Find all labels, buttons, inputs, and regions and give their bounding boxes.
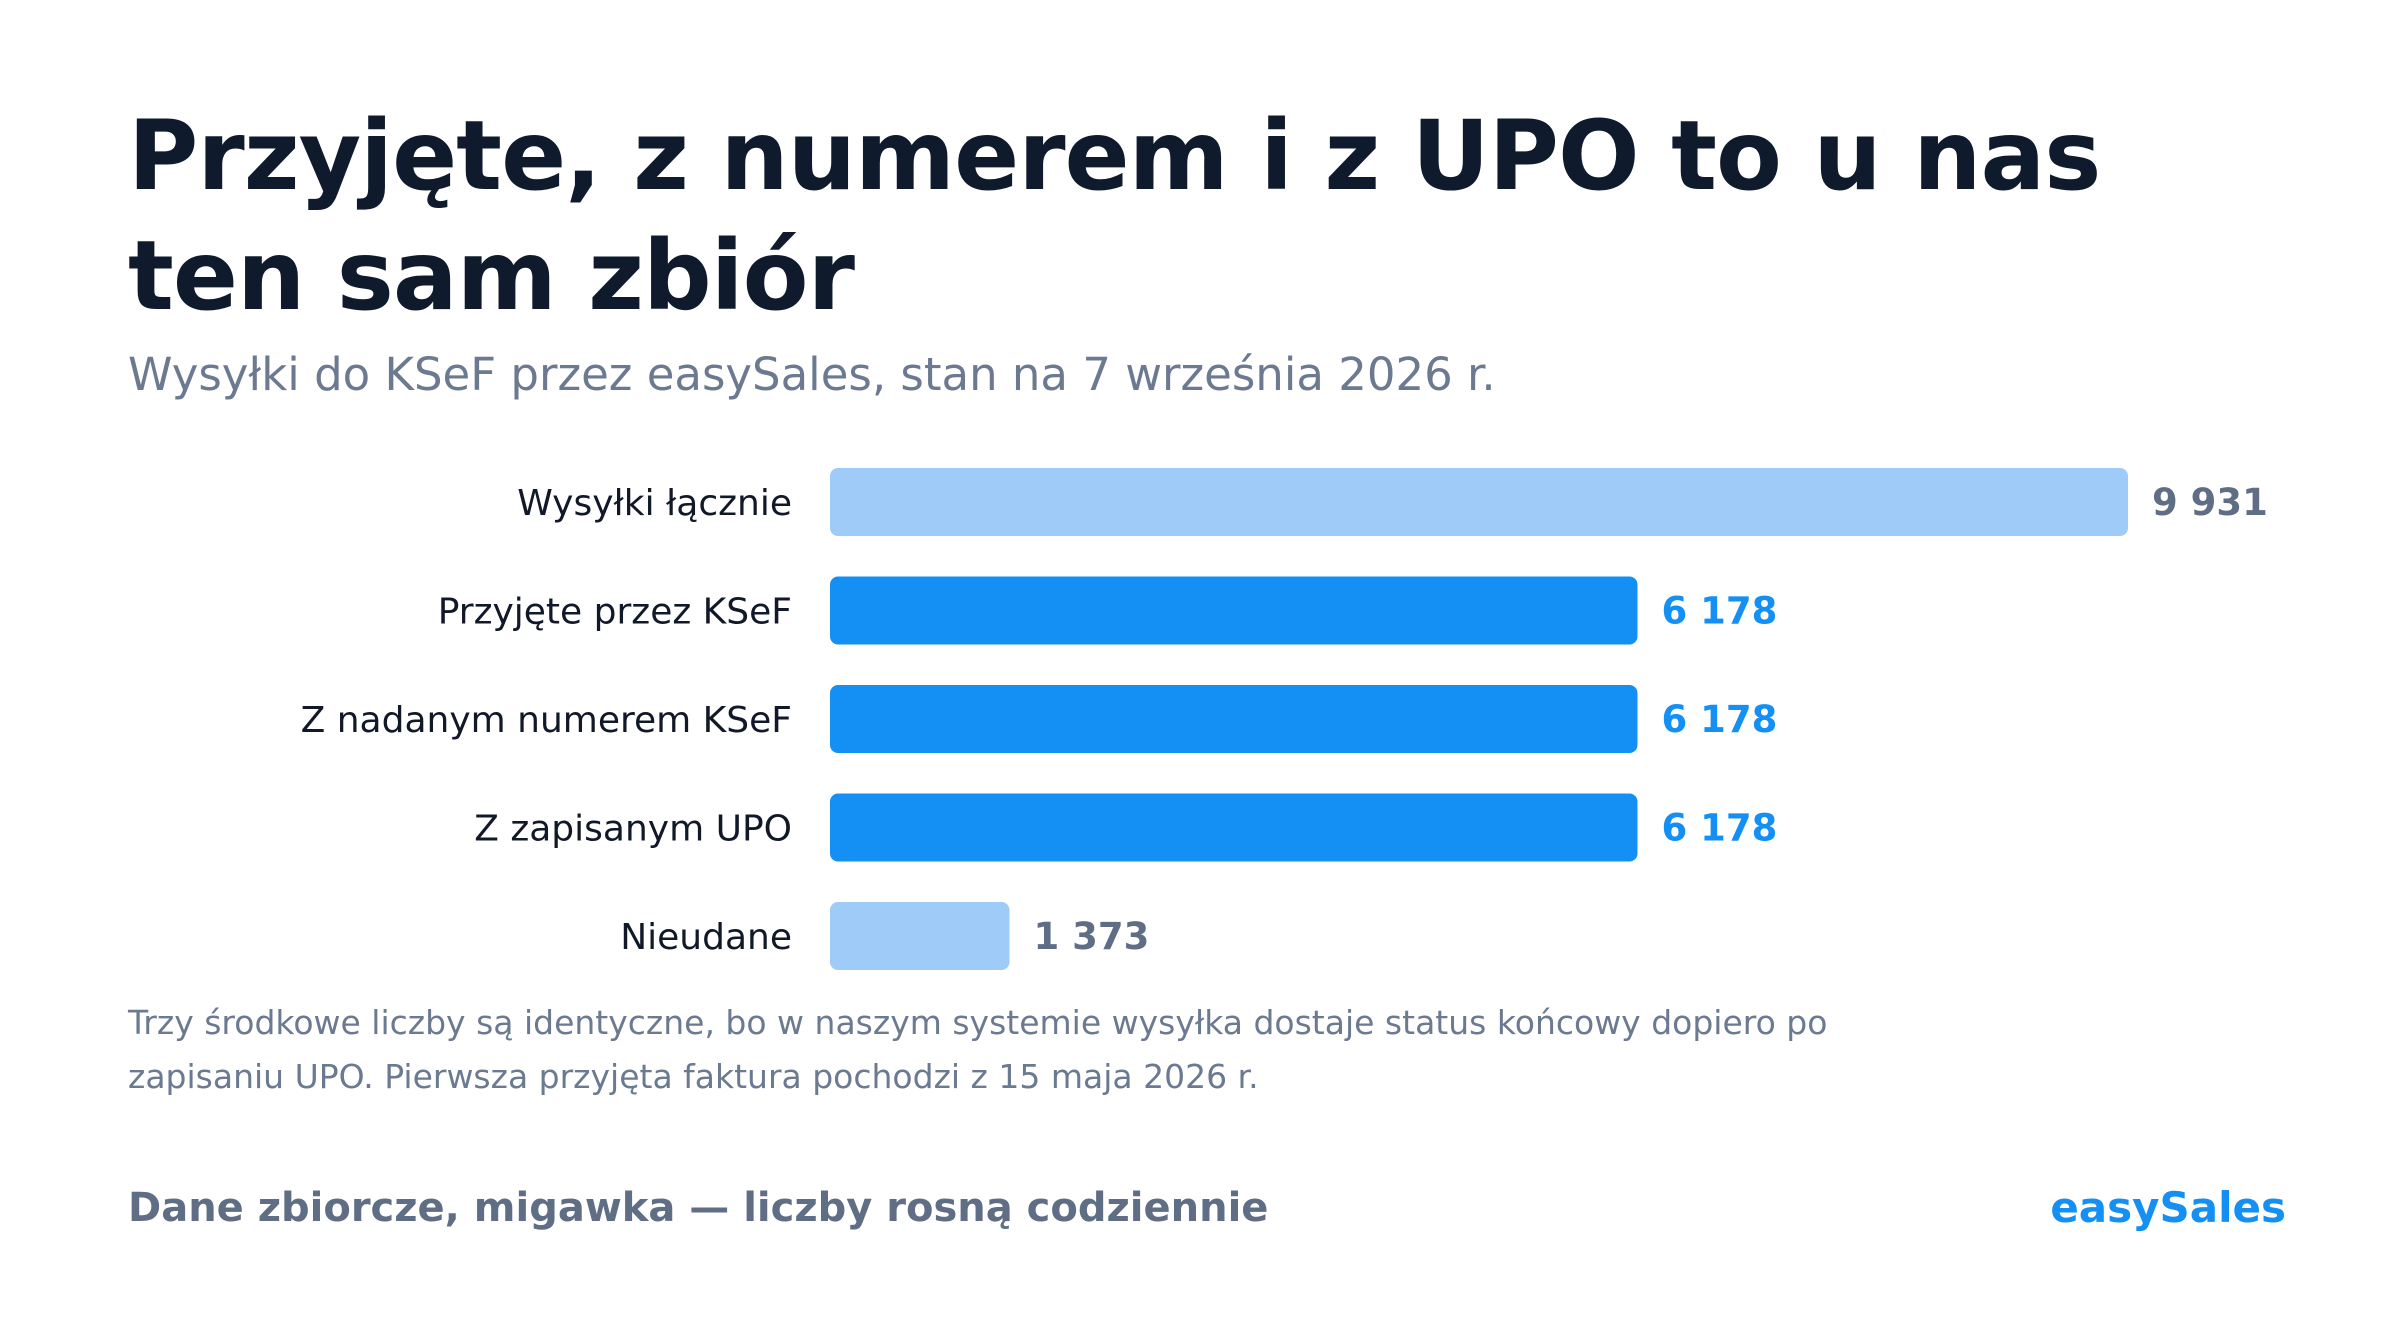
category-label: Przyjęte przez KSeF <box>438 592 792 633</box>
value-label: 9 931 <box>2152 481 2268 524</box>
bar <box>830 685 1638 753</box>
category-label: Wysyłki łącznie <box>517 483 792 524</box>
footnote: Trzy środkowe liczby są identyczne, bo w… <box>128 1003 1828 1096</box>
footer-caption: Dane zbiorcze, migawka — liczby rosną co… <box>128 1185 1269 1231</box>
value-label: 6 178 <box>1661 590 1777 633</box>
brand-logo: easySales <box>2050 1183 2286 1232</box>
category-label: Z zapisanym UPO <box>474 809 792 850</box>
bar <box>830 902 1010 970</box>
chart-subtitle: Wysyłki do KSeF przez easySales, stan na… <box>128 348 1496 401</box>
chart-title: Przyjęte, z numerem i z UPO to u nas ten… <box>128 100 2101 332</box>
value-label: 6 178 <box>1661 698 1777 741</box>
value-label: 6 178 <box>1661 807 1777 850</box>
category-label: Z nadanym numerem KSeF <box>301 700 792 741</box>
value-label: 1 373 <box>1033 915 1149 958</box>
bar <box>830 793 1638 862</box>
category-label: Nieudane <box>620 917 792 958</box>
bar <box>830 576 1638 645</box>
bar <box>830 468 2128 536</box>
